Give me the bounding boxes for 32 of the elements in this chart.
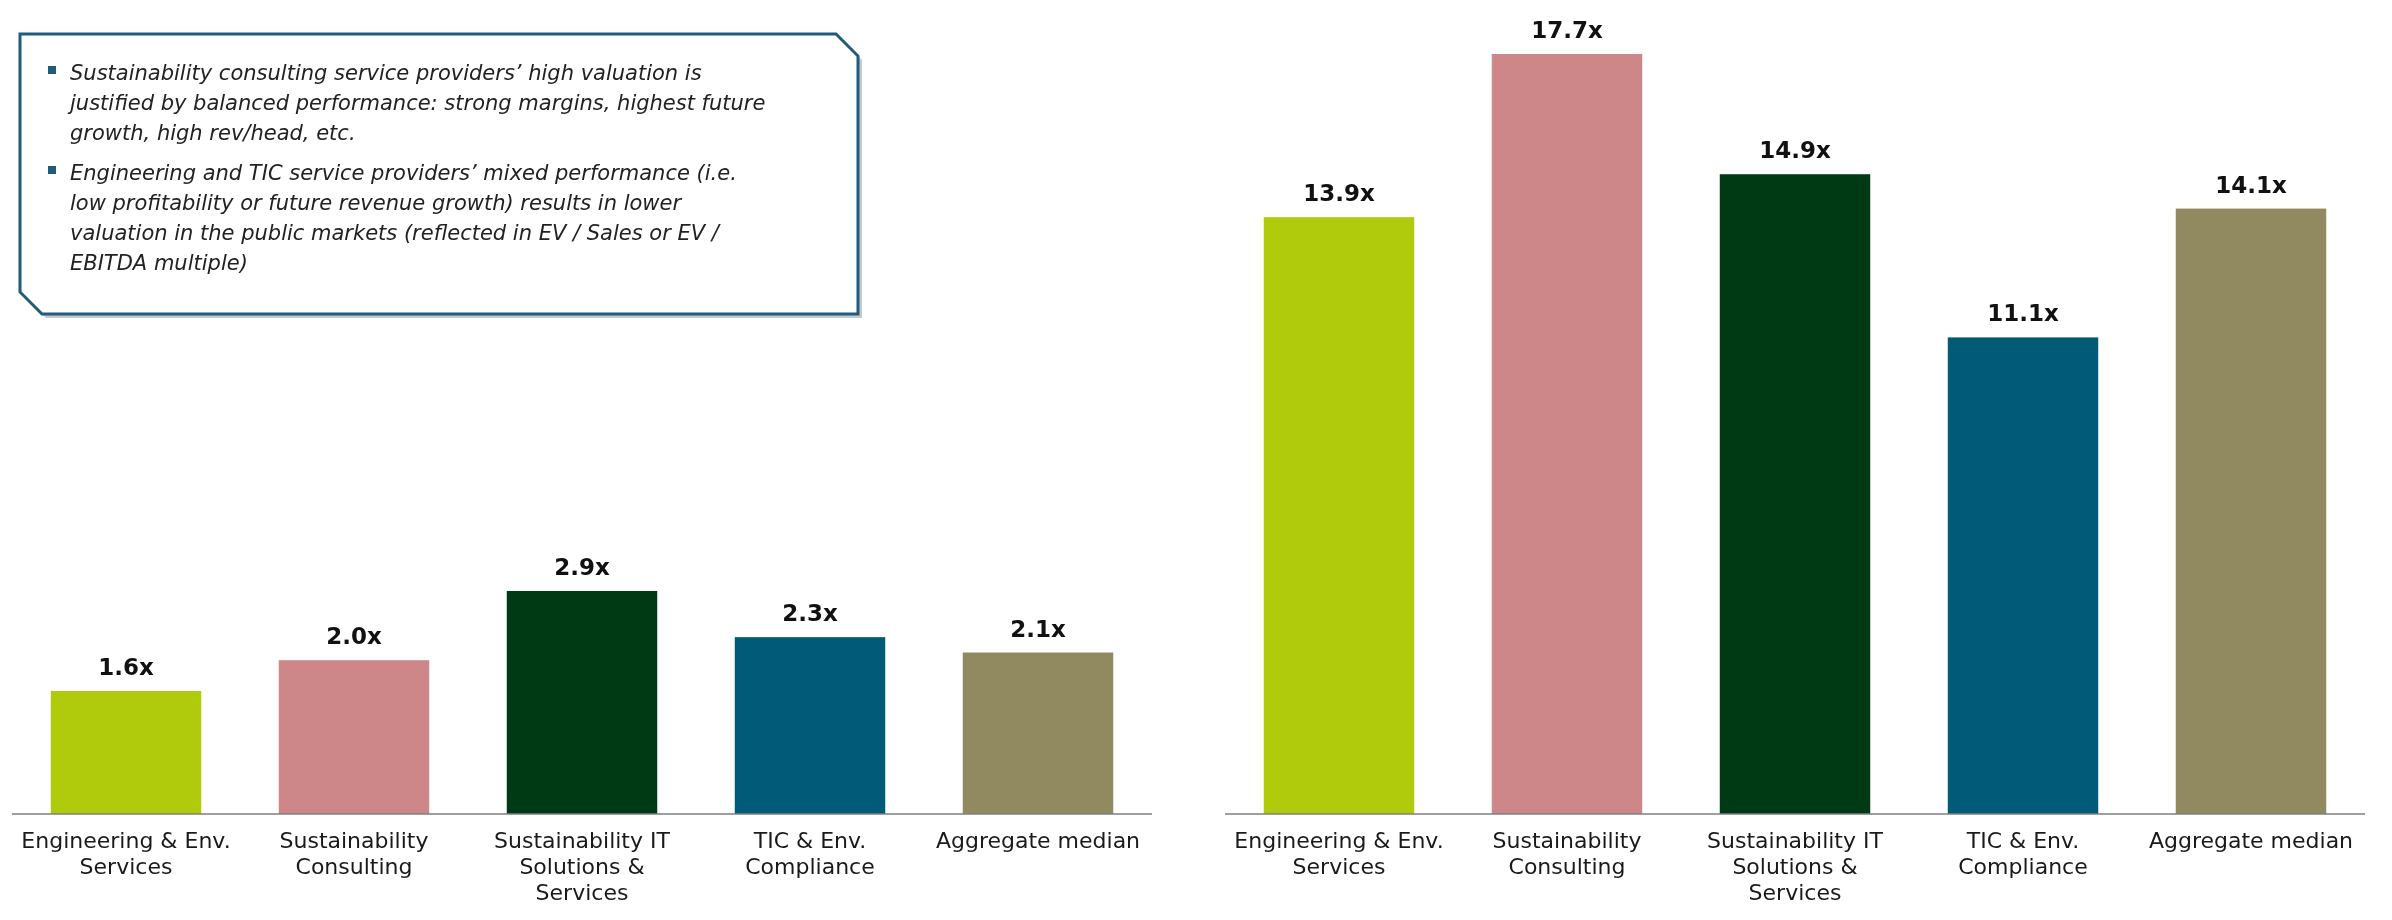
x-tick-label: Engineering & Env. Services (21, 828, 231, 879)
data-label: 14.1x (2215, 171, 2287, 198)
x-tick-label: Sustainability Consulting (1492, 828, 1642, 879)
bar (2175, 208, 2327, 814)
bar (1947, 337, 2099, 814)
data-label: 2.3x (782, 600, 838, 627)
x-tick-label: Engineering & Env. Services (1234, 828, 1444, 879)
data-label: 13.9x (1303, 180, 1375, 207)
bar (962, 652, 1114, 814)
bar (506, 591, 658, 814)
data-label: 14.9x (1759, 137, 1831, 164)
bar (278, 660, 430, 814)
x-tick-label: Aggregate median (935, 828, 1141, 853)
x-tick-label: Sustainability IT Solutions & Services (494, 828, 671, 905)
bar (734, 637, 886, 814)
x-tick-label: Sustainability Consulting (279, 828, 429, 879)
x-tick-label: TIC & Env. Compliance (1958, 828, 2088, 879)
x-tick-label: Sustainability IT Solutions & Services (1707, 828, 1884, 905)
data-label: 2.1x (1010, 615, 1066, 642)
x-tick-label: TIC & Env. Compliance (745, 828, 875, 879)
data-label: 2.9x (554, 554, 610, 580)
bar (50, 690, 202, 814)
bar (1719, 174, 1871, 814)
x-tick-label: Aggregate median (2148, 828, 2354, 853)
data-label: 11.1x (1987, 300, 2059, 327)
data-label: 2.0x (326, 623, 382, 650)
bar (1491, 54, 1643, 814)
data-label: 17.7x (1531, 17, 1603, 43)
data-label: 1.6x (98, 653, 154, 680)
text: Engineering and TIC service providers’ mixed performance (i.e. low profitability or future revenue growth) results in lower valuation in the public markets (reflected in EV / Sales or EV / EBITDA multiple) (70, 161, 737, 275)
text: Sustainability consulting service providers’ high valuation is justified by balanced performance: strong margins, highest future growth, high rev/head, etc. (67, 61, 766, 145)
bar (1263, 217, 1415, 814)
